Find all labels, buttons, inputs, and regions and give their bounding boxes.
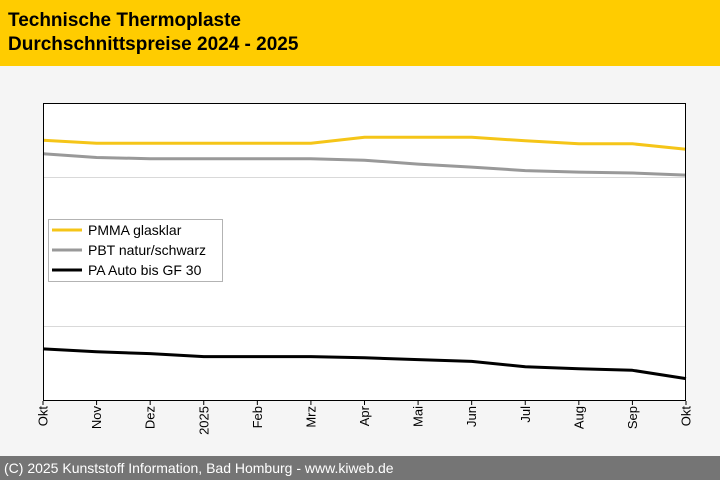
series-line [42, 347, 687, 381]
chart-header: Technische Thermoplaste Durchschnittspre… [0, 0, 720, 66]
x-tick-label: Jul [518, 406, 533, 423]
x-tick-label: Aug [571, 406, 586, 429]
series-line [42, 152, 687, 177]
x-tick-label: Nov [89, 406, 104, 430]
x-tick-label: Mai [411, 406, 426, 427]
plot-frame [43, 103, 686, 401]
copyright-text: (C) 2025 Kunststoff Information, Bad Hom… [4, 460, 394, 476]
x-tick-label: Dez [143, 406, 158, 429]
chart-title-line1: Technische Thermoplaste [8, 10, 241, 31]
x-tick-label: 2025 [196, 406, 211, 435]
legend-label: PMMA glasklar [88, 222, 182, 238]
x-tick-label: Feb [250, 406, 265, 428]
x-tick-label: Apr [357, 405, 372, 426]
legend-label: PBT natur/schwarz [88, 242, 206, 258]
copyright-footer: (C) 2025 Kunststoff Information, Bad Hom… [0, 456, 720, 480]
x-tick-label: Sep [625, 406, 640, 429]
line-chart: Okt Nov Dez 2025 Feb Mrz Apr Mai Jun Jul Aug Sep Okt… [36, 103, 694, 435]
series-line [42, 135, 687, 151]
chart-title-line2: Durchschnittspreise 2024 - 2025 [8, 34, 299, 55]
x-tick-label: Mrz [303, 406, 318, 428]
legend-label: PA Auto bis GF 30 [88, 262, 202, 278]
x-tick-label: Jun [464, 406, 479, 427]
x-tick-label: Okt [679, 406, 694, 427]
x-tick-label: Okt [36, 406, 51, 427]
